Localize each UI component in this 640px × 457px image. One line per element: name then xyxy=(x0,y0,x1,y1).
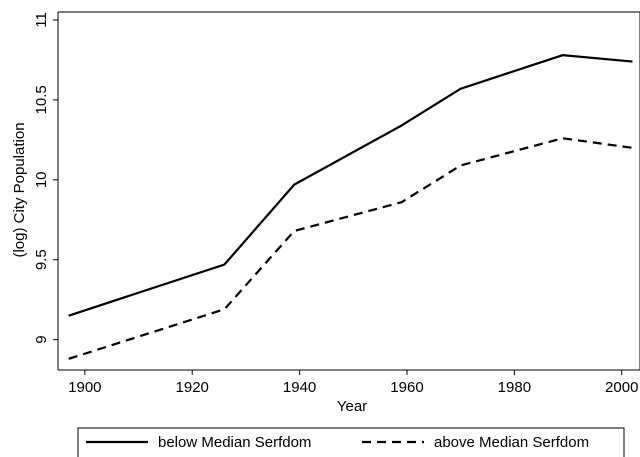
data-line xyxy=(68,54,633,317)
y-tick-label: 9 xyxy=(33,335,50,343)
y-tick-label: 10.5 xyxy=(33,85,50,114)
x-axis-title: Year xyxy=(337,398,367,415)
x-tick-label: 1960 xyxy=(390,379,423,396)
y-tick-label: 10 xyxy=(33,171,50,188)
y-axis-title: (log) City Population xyxy=(11,122,28,257)
x-tick-label: 1900 xyxy=(68,379,101,396)
legend-label: above Median Serfdom xyxy=(434,434,589,451)
x-tick-label: 1980 xyxy=(498,379,531,396)
y-tick-label: 9.5 xyxy=(33,249,50,270)
y-tick-label: 11 xyxy=(33,12,50,28)
legend-label: below Median Serfdom xyxy=(158,434,311,451)
x-tick-label: 2000 xyxy=(605,379,638,396)
x-tick-label: 1920 xyxy=(176,379,209,396)
x-tick-label: 1940 xyxy=(283,379,316,396)
data-line xyxy=(68,137,633,360)
legend-box xyxy=(77,427,625,457)
